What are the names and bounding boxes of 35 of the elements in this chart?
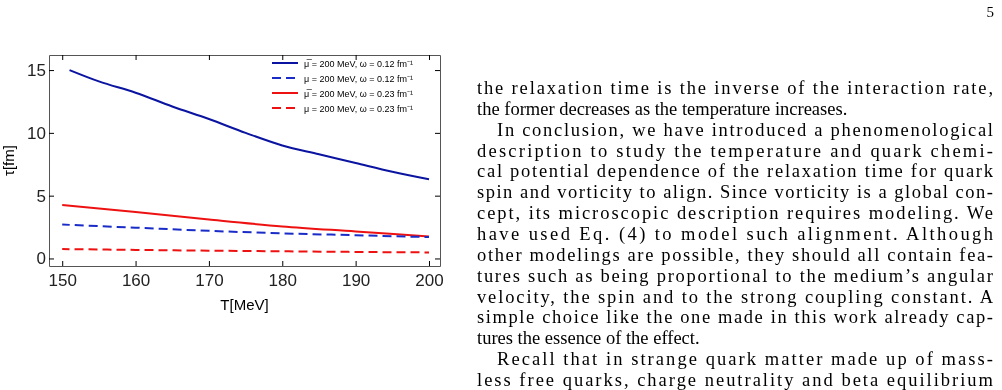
y-tick-label: 15 [27, 61, 46, 81]
text: have used Eq. (4) to model such alignment. Although [477, 224, 993, 246]
y-tick-label: 5 [36, 186, 46, 206]
text: simple choice like the one made in this work already cap- [477, 307, 993, 328]
legend-label: μ = 200 MeV, ω = 0.12 fm⁻¹ [304, 73, 413, 84]
x-tick-label: 180 [268, 271, 297, 290]
text: velocity, the spin and to the strong coupling constant. A [477, 286, 994, 307]
x-tick-label: 170 [195, 271, 224, 290]
legend-label: μ̅ = 200 MeV, ω = 0.23 fm⁻¹ [304, 88, 413, 99]
legend-label: μ = 200 MeV, ω = 0.23 fm⁻¹ [304, 103, 413, 114]
text: description to study the temperature and quark chemi- [477, 140, 993, 161]
legend-label: μ̅ = 200 MeV, ω = 0.12 fm⁻¹ [304, 58, 413, 69]
text: the relaxation time is the inverse of the interaction rate, [477, 78, 993, 98]
text: 5 [986, 4, 994, 20]
text: other modelings are possible, they should all contain fea- [477, 244, 993, 265]
line-series [61, 204, 430, 238]
x-axis-title: T[MeV] [220, 296, 269, 313]
text: less free quarks, charge neutrality and beta equilibrium [477, 370, 994, 390]
y-axis-title: τ[fm] [0, 145, 17, 176]
x-tick-label: 160 [121, 271, 151, 290]
text: the former decreases as the temperature increases. [477, 98, 848, 119]
x-tick-label: 200 [415, 271, 444, 290]
text: tures the essence of the effect. [477, 328, 700, 349]
text: Recall that in strange quark matter made up of mass- [497, 349, 993, 370]
x-tick-label: 190 [341, 271, 371, 290]
text: cept, its microscopic description requires modeling. We [477, 203, 993, 224]
text: cal potential dependence of the relaxation time for quark [477, 161, 994, 182]
text: spin and vorticity to align. Since vorticity is a global con- [477, 182, 993, 203]
x-tick-label: 150 [48, 271, 77, 290]
y-tick-label: 0 [36, 249, 46, 269]
text: In conclusion, we have introduced a phenomenological [497, 119, 993, 140]
y-tick-label: 10 [27, 123, 46, 143]
line-series [68, 69, 430, 181]
text: tures such as being proportional to the medium’s angular [477, 265, 993, 286]
line-series [61, 223, 430, 239]
